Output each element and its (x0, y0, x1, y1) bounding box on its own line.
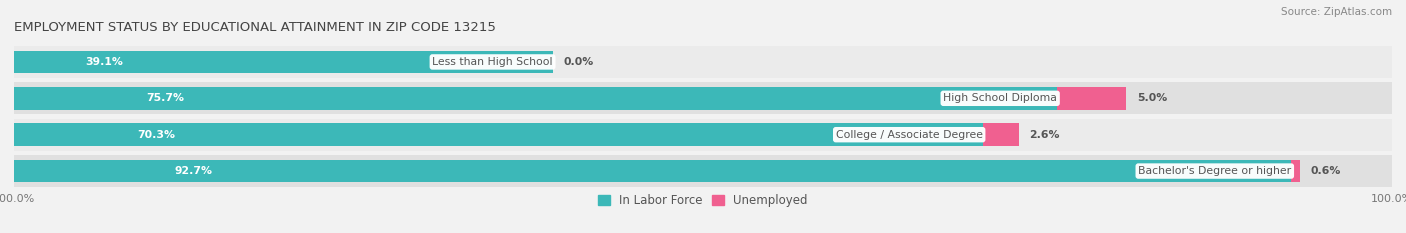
Text: Bachelor's Degree or higher: Bachelor's Degree or higher (1139, 166, 1291, 176)
Text: EMPLOYMENT STATUS BY EDUCATIONAL ATTAINMENT IN ZIP CODE 13215: EMPLOYMENT STATUS BY EDUCATIONAL ATTAINM… (14, 21, 496, 34)
Bar (14, 46, 1392, 78)
Bar (14, 82, 1392, 114)
Legend: In Labor Force, Unemployed: In Labor Force, Unemployed (593, 190, 813, 212)
Text: 2.6%: 2.6% (1029, 130, 1060, 140)
Text: 0.0%: 0.0% (564, 57, 595, 67)
Bar (1291, 160, 1299, 182)
Bar (14, 51, 553, 73)
Text: 0.6%: 0.6% (1310, 166, 1341, 176)
Text: Less than High School: Less than High School (432, 57, 553, 67)
Bar (1057, 87, 1126, 110)
Text: 39.1%: 39.1% (86, 57, 124, 67)
Text: 75.7%: 75.7% (146, 93, 184, 103)
Bar (14, 155, 1392, 187)
Bar (14, 160, 1291, 182)
Text: High School Diploma: High School Diploma (943, 93, 1057, 103)
Bar (983, 123, 1018, 146)
Text: 5.0%: 5.0% (1137, 93, 1167, 103)
Bar (14, 87, 1057, 110)
Text: 70.3%: 70.3% (138, 130, 176, 140)
Text: College / Associate Degree: College / Associate Degree (835, 130, 983, 140)
Bar (14, 123, 983, 146)
Text: Source: ZipAtlas.com: Source: ZipAtlas.com (1281, 7, 1392, 17)
Text: 92.7%: 92.7% (174, 166, 212, 176)
Bar (14, 119, 1392, 151)
